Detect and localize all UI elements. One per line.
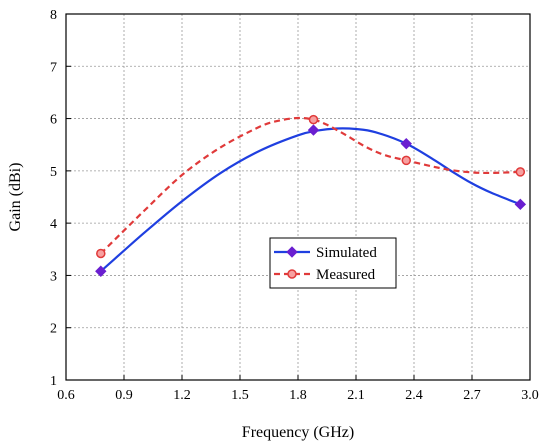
simulated-point (514, 198, 527, 211)
x-tick-label: 1.5 (231, 388, 249, 403)
y-tick-label: 5 (50, 165, 57, 180)
measured-point (308, 114, 319, 125)
measured-point (401, 155, 412, 166)
measured-point (515, 167, 526, 177)
series-layer (95, 114, 527, 277)
legend: Simulated Measured (269, 237, 397, 289)
legend-box (269, 237, 397, 289)
y-axis-title: Gain (dBi) (7, 163, 24, 232)
legend-label-measured: Measured (316, 267, 376, 283)
y-tick-label: 3 (50, 269, 57, 284)
measured-line (100, 116, 521, 255)
legend-label-simulated: Simulated (316, 245, 377, 261)
x-axis-title: Frequency (GHz) (242, 424, 354, 441)
y-tick-label: 7 (50, 60, 57, 75)
x-tick-label: 1.8 (289, 388, 307, 403)
legend-marker-measured (287, 269, 297, 279)
x-tick-label: 0.9 (115, 388, 133, 403)
x-tick-label: 1.2 (173, 388, 191, 403)
y-tick-label: 2 (50, 322, 57, 337)
y-tick-label: 4 (50, 217, 57, 232)
x-tick-label: 2.1 (347, 388, 365, 403)
series-simulated (95, 124, 527, 277)
simulated-line (100, 127, 521, 273)
y-tick-label: 1 (50, 374, 57, 389)
series-measured (96, 114, 526, 259)
x-tick-label: 0.6 (57, 388, 75, 403)
measured-point (96, 248, 106, 259)
legend-marker-simulated (286, 246, 298, 258)
ticks: 0.6 0.9 1.2 1.5 1.8 2.1 2.4 2.7 3.0 1 2 3 4 5 6 7 8 (50, 8, 539, 403)
x-tick-label: 2.4 (405, 388, 423, 403)
y-tick-label: 6 (50, 113, 57, 128)
x-tick-label: 3.0 (521, 388, 539, 403)
x-tick-label: 2.7 (463, 388, 481, 403)
y-tick-label: 8 (50, 8, 57, 23)
simulated-point (400, 137, 412, 150)
simulated-point (95, 265, 107, 277)
simulated-point (307, 124, 320, 136)
